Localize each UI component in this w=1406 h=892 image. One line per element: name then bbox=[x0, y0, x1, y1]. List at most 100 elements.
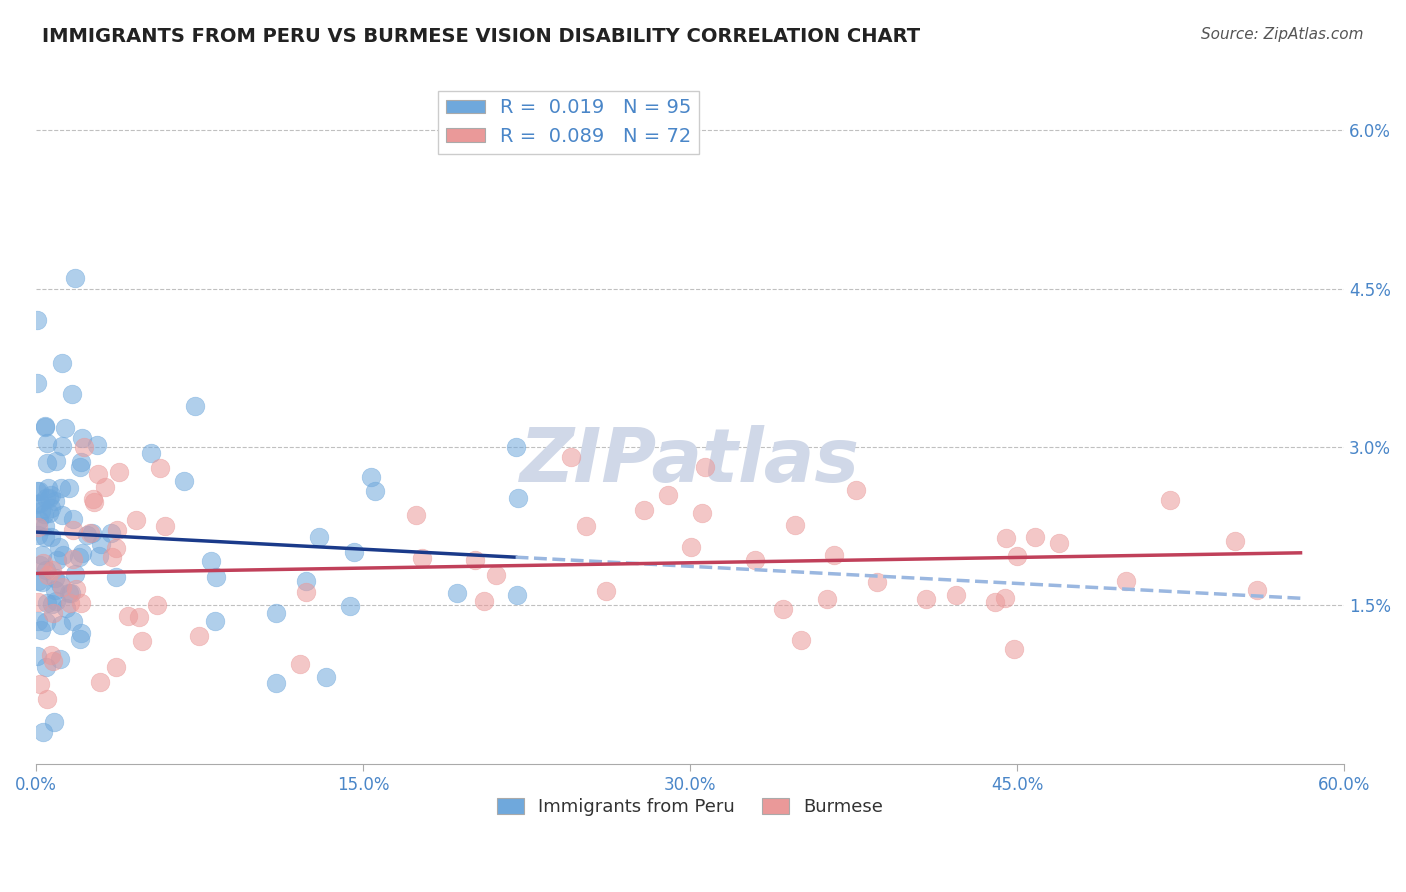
Point bbox=[35, 659, 58, 673]
Point bbox=[173, 474, 195, 488]
Point bbox=[25, 484, 48, 499]
Point bbox=[295, 574, 318, 588]
Point bbox=[42, 714, 65, 729]
Point bbox=[25, 649, 48, 664]
Point bbox=[31, 574, 53, 589]
Point bbox=[25, 313, 48, 327]
Point bbox=[35, 692, 58, 706]
Point bbox=[37, 567, 59, 582]
Point bbox=[90, 537, 112, 551]
Point bbox=[131, 634, 153, 648]
Point bbox=[139, 446, 162, 460]
Point bbox=[1246, 583, 1268, 598]
Point bbox=[506, 588, 529, 602]
Point bbox=[657, 488, 679, 502]
Point bbox=[105, 541, 128, 556]
Point bbox=[58, 481, 80, 495]
Point bbox=[204, 614, 226, 628]
Point bbox=[308, 530, 330, 544]
Point bbox=[35, 615, 58, 629]
Point bbox=[42, 606, 65, 620]
Point bbox=[505, 440, 527, 454]
Point bbox=[38, 491, 60, 505]
Point bbox=[105, 660, 128, 674]
Point bbox=[49, 577, 72, 591]
Point bbox=[44, 582, 66, 597]
Point bbox=[79, 525, 101, 540]
Point bbox=[295, 584, 318, 599]
Point bbox=[89, 675, 111, 690]
Text: Source: ZipAtlas.com: Source: ZipAtlas.com bbox=[1201, 27, 1364, 42]
Point bbox=[39, 501, 62, 516]
Point bbox=[51, 580, 73, 594]
Point bbox=[44, 493, 66, 508]
Point bbox=[108, 465, 131, 479]
Point bbox=[27, 614, 49, 628]
Point bbox=[485, 568, 508, 582]
Point bbox=[49, 617, 72, 632]
Point bbox=[34, 530, 56, 544]
Point bbox=[42, 655, 65, 669]
Point bbox=[86, 438, 108, 452]
Point bbox=[58, 585, 80, 599]
Point bbox=[28, 677, 51, 691]
Point bbox=[45, 552, 67, 566]
Point bbox=[290, 657, 312, 672]
Point bbox=[70, 596, 93, 610]
Point bbox=[508, 491, 530, 505]
Point bbox=[1159, 492, 1181, 507]
Point bbox=[62, 552, 84, 566]
Point bbox=[690, 507, 713, 521]
Point bbox=[28, 513, 51, 527]
Point bbox=[35, 563, 58, 577]
Point bbox=[30, 495, 52, 509]
Point bbox=[35, 491, 58, 506]
Point bbox=[560, 450, 582, 464]
Point bbox=[27, 528, 49, 542]
Point bbox=[101, 550, 124, 565]
Point bbox=[45, 593, 67, 607]
Point bbox=[34, 418, 56, 433]
Point bbox=[575, 519, 598, 533]
Point bbox=[153, 519, 176, 533]
Point bbox=[343, 545, 366, 559]
Point bbox=[772, 602, 794, 616]
Point bbox=[633, 503, 655, 517]
Point bbox=[124, 513, 146, 527]
Point bbox=[51, 508, 73, 522]
Legend: Immigrants from Peru, Burmese: Immigrants from Peru, Burmese bbox=[489, 790, 890, 823]
Point bbox=[695, 460, 717, 475]
Point bbox=[681, 541, 703, 555]
Point bbox=[105, 570, 128, 584]
Point bbox=[1024, 530, 1046, 544]
Point bbox=[32, 507, 55, 521]
Point bbox=[67, 550, 90, 565]
Point bbox=[446, 585, 468, 599]
Point bbox=[1223, 534, 1246, 549]
Point bbox=[815, 592, 838, 607]
Point bbox=[128, 610, 150, 624]
Point bbox=[1115, 574, 1137, 588]
Point bbox=[30, 504, 52, 518]
Point bbox=[45, 454, 67, 468]
Point bbox=[94, 480, 117, 494]
Point bbox=[845, 483, 868, 497]
Point bbox=[70, 431, 93, 445]
Point bbox=[63, 567, 86, 582]
Text: IMMIGRANTS FROM PERU VS BURMESE VISION DISABILITY CORRELATION CHART: IMMIGRANTS FROM PERU VS BURMESE VISION D… bbox=[42, 27, 921, 45]
Point bbox=[37, 596, 59, 610]
Point bbox=[1002, 641, 1025, 656]
Point bbox=[363, 484, 385, 499]
Point bbox=[44, 571, 66, 585]
Point bbox=[35, 435, 58, 450]
Point bbox=[38, 506, 60, 520]
Point bbox=[405, 508, 427, 523]
Point bbox=[87, 549, 110, 563]
Point bbox=[28, 558, 51, 572]
Point bbox=[315, 670, 337, 684]
Point bbox=[149, 461, 172, 475]
Point bbox=[865, 575, 887, 590]
Point bbox=[945, 588, 967, 602]
Point bbox=[52, 548, 75, 562]
Point bbox=[76, 528, 98, 542]
